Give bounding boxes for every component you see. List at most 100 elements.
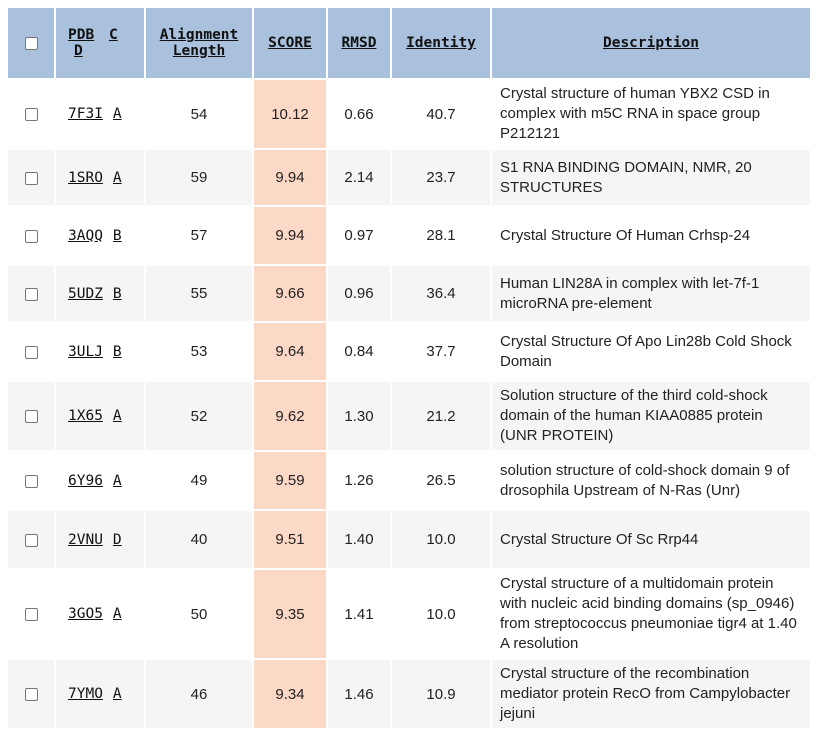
rmsd-header[interactable]: RMSD [328,8,390,78]
sort-chain-d-link[interactable]: D [74,43,83,59]
row-checkbox[interactable] [24,108,38,122]
chain-link[interactable]: A [112,169,122,186]
identity-cell: 26.5 [392,452,490,509]
pdb-id-link[interactable]: 3GO5 [68,606,103,622]
identity-cell: 36.4 [392,266,490,321]
identity-cell: 28.1 [392,207,490,264]
row-select-cell [8,660,54,728]
pdb-header: PDB C D [56,8,144,78]
pdb-id-link[interactable]: 7F3I [68,106,103,122]
score-cell: 9.64 [254,323,326,380]
description-cell: solution structure of cold-shock domain … [492,452,810,509]
description-cell: Crystal Structure Of Sc Rrp44 [492,511,810,568]
alignment-length-cell: 52 [146,382,252,450]
rmsd-cell: 1.26 [328,452,390,509]
row-select-cell [8,452,54,509]
sort-pdb-link[interactable]: PDB [68,27,95,43]
row-checkbox[interactable] [24,287,38,301]
sort-rmsd-link[interactable]: RMSD [341,35,377,51]
alignment-length-header[interactable]: Alignment Length [146,8,252,78]
alignment-length-cell: 46 [146,660,252,728]
pdb-id-link[interactable]: 1SRO [68,169,103,186]
row-checkbox[interactable] [24,608,38,622]
row-checkbox[interactable] [24,688,38,702]
identity-cell: 40.7 [392,80,490,148]
results-table: PDB C D Alignment Length SCORE RMSD Iden… [6,6,812,730]
row-select-cell [8,266,54,321]
table-row: 2VNU D 40 9.51 1.40 10.0 Crystal Structure Of … [8,511,810,568]
pdb-id-link[interactable]: 7YMO [68,686,103,702]
rmsd-cell: 1.41 [328,570,390,658]
table-row: 7F3I A 54 10.12 0.66 40.7 Crystal structure of… [8,80,810,148]
row-checkbox[interactable] [24,229,38,243]
alignment-label-line1[interactable]: Alignment [159,27,239,43]
table-row: 5UDZ B 55 9.66 0.96 36.4 Human LIN28A in compl… [8,266,810,321]
alignment-length-cell: 50 [146,570,252,658]
table-row: 1X65 A 52 9.62 1.30 21.2 Solution structure of… [8,382,810,450]
chain-link[interactable]: B [112,285,122,302]
table-row: 3ULJ B 53 9.64 0.84 37.7 Crystal Structure Of … [8,323,810,380]
pdb-cell: 7F3I A [56,80,144,148]
identity-cell: 23.7 [392,150,490,205]
pdb-cell: 6Y96 A [56,452,144,509]
chain-link[interactable]: B [112,343,122,360]
identity-header[interactable]: Identity [392,8,490,78]
pdb-id-link[interactable]: 2VNU [68,531,103,548]
row-checkbox[interactable] [24,533,38,547]
alignment-label-line2[interactable]: Length [172,43,226,59]
score-cell: 9.35 [254,570,326,658]
alignment-length-cell: 40 [146,511,252,568]
row-checkbox[interactable] [24,345,38,359]
rmsd-cell: 1.46 [328,660,390,728]
alignment-length-cell: 54 [146,80,252,148]
results-body: 7F3I A 54 10.12 0.66 40.7 Crystal structure of… [8,80,810,728]
identity-cell: 10.0 [392,511,490,568]
select-all-checkbox[interactable] [24,36,38,50]
rmsd-cell: 0.96 [328,266,390,321]
row-checkbox[interactable] [24,474,38,488]
table-row: 3GO5 A 50 9.35 1.41 10.0 Crystal structure of … [8,570,810,658]
chain-link[interactable]: D [112,531,122,548]
description-header[interactable]: Description [492,8,810,78]
select-all-header [8,8,54,78]
table-row: 1SRO A 59 9.94 2.14 23.7 S1 RNA BINDING DOMAIN… [8,150,810,205]
alignment-length-cell: 49 [146,452,252,509]
pdb-id-link[interactable]: 6Y96 [68,472,103,489]
row-select-cell [8,150,54,205]
chain-link[interactable]: A [112,408,122,424]
rmsd-cell: 2.14 [328,150,390,205]
sort-chain-c-link[interactable]: C [108,27,118,43]
chain-link[interactable]: A [112,606,122,622]
pdb-cell: 1X65 A [56,382,144,450]
sort-score-link[interactable]: SCORE [268,35,312,51]
sort-identity-link[interactable]: Identity [406,35,476,51]
row-checkbox[interactable] [24,171,38,185]
chain-link[interactable]: A [112,686,122,702]
row-select-cell [8,323,54,380]
chain-link[interactable]: B [112,227,122,244]
pdb-id-link[interactable]: 3ULJ [68,343,103,360]
sort-description-link[interactable]: Description [602,35,700,51]
chain-link[interactable]: A [112,472,122,489]
row-select-cell [8,382,54,450]
description-cell: S1 RNA BINDING DOMAIN, NMR, 20 STRUCTURE… [492,150,810,205]
row-select-cell [8,570,54,658]
pdb-id-link[interactable]: 1X65 [68,408,103,424]
pdb-cell: 5UDZ B [56,266,144,321]
table-row: 6Y96 A 49 9.59 1.26 26.5 solution structure of… [8,452,810,509]
rmsd-cell: 0.66 [328,80,390,148]
pdb-id-link[interactable]: 3AQQ [68,227,103,244]
chain-link[interactable]: A [112,106,122,122]
row-checkbox[interactable] [24,410,38,424]
identity-cell: 10.9 [392,660,490,728]
description-cell: Crystal Structure Of Human Crhsp-24 [492,207,810,264]
pdb-cell: 3ULJ B [56,323,144,380]
score-cell: 9.59 [254,452,326,509]
pdb-id-link[interactable]: 5UDZ [68,285,103,302]
score-cell: 9.51 [254,511,326,568]
score-header[interactable]: SCORE [254,8,326,78]
score-cell: 9.62 [254,382,326,450]
score-cell: 9.34 [254,660,326,728]
pdb-cell: 3AQQ B [56,207,144,264]
rmsd-cell: 0.84 [328,323,390,380]
